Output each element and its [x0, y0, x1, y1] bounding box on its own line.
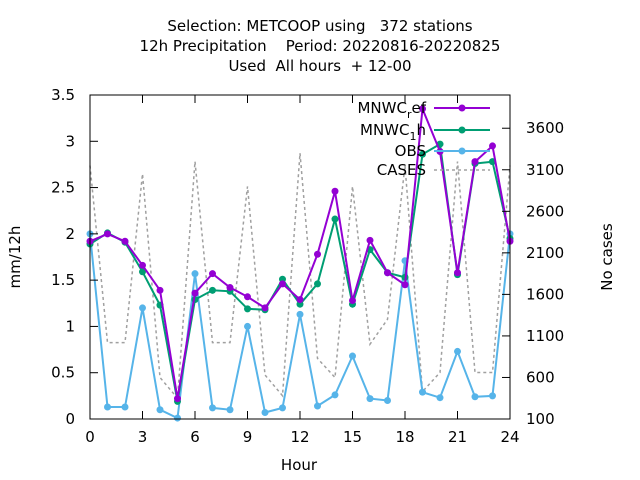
data-point-mnwc-ref: [174, 395, 181, 403]
y-tick-label: 3.5: [51, 86, 75, 104]
y-tick-label: 2: [65, 225, 75, 243]
data-point-obs: [191, 270, 199, 278]
x-tick-label: 12: [290, 428, 309, 446]
x-tick-label: 21: [448, 428, 467, 446]
legend-marker-mnwc-1h: [458, 126, 466, 134]
data-point-mnwc-ref: [366, 236, 374, 244]
data-point-obs: [121, 403, 129, 411]
data-point-mnwc-1h: [419, 150, 426, 158]
data-point-obs: [139, 304, 146, 312]
legend-label-mnwc-1h: MNWC1h: [360, 121, 426, 143]
y-tick-label: 0.5: [51, 364, 75, 382]
data-point-mnwc-ref: [489, 142, 496, 150]
y2-tick-label: 1100: [526, 327, 564, 345]
data-point-mnwc-ref: [121, 237, 129, 245]
legend-label-cases: CASES: [377, 161, 426, 179]
data-point-mnwc-1h: [244, 305, 251, 313]
chart-title-line-1: Selection: METCOOP using 372 stations: [167, 17, 473, 35]
data-point-mnwc-ref: [191, 289, 199, 297]
x-tick-label: 24: [500, 428, 519, 446]
y2-tick-label: 2100: [526, 244, 564, 262]
data-point-obs: [104, 403, 111, 411]
x-axis-label: Hour: [281, 456, 318, 474]
legend-label-mnwc-ref: MNWCref: [357, 99, 426, 121]
series-line-obs: [89, 233, 511, 420]
x-tick-label: 9: [243, 428, 253, 446]
data-point-mnwc-ref: [419, 105, 426, 113]
data-point-mnwc-1h: [331, 215, 339, 223]
y2-axis-label: No cases: [598, 223, 616, 291]
chart-title-line-3: Used All hours + 12-00: [228, 57, 412, 75]
y2-tick-label: 600: [526, 368, 555, 386]
data-point-mnwc-1h: [209, 286, 216, 294]
legend-label-obs: OBS: [395, 142, 426, 160]
x-tick-label: 6: [190, 428, 200, 446]
data-point-obs: [174, 414, 181, 422]
data-point-obs: [261, 409, 269, 417]
data-point-mnwc-ref: [296, 296, 304, 304]
data-point-mnwc-ref: [244, 293, 251, 301]
data-point-obs: [471, 393, 479, 401]
legend-marker-mnwc-ref: [458, 104, 466, 112]
data-point-obs: [209, 404, 216, 412]
data-point-mnwc-ref: [156, 286, 164, 294]
y-axis-label: mm/12h: [6, 226, 24, 289]
data-point-obs: [366, 395, 374, 403]
x-tick-label: 0: [85, 428, 95, 446]
y-tick-label: 1: [65, 317, 75, 335]
y-tick-label: 2.5: [51, 179, 75, 197]
data-point-mnwc-1h: [139, 268, 146, 276]
x-tick-label: 15: [343, 428, 362, 446]
data-point-obs: [489, 392, 496, 400]
x-tick-label: 3: [138, 428, 148, 446]
data-point-mnwc-ref: [349, 297, 356, 305]
data-point-mnwc-1h: [314, 280, 321, 288]
y2-tick-label: 3100: [526, 161, 564, 179]
series-line-cases: [89, 153, 511, 401]
data-point-mnwc-ref: [384, 269, 391, 277]
data-point-obs: [296, 310, 304, 318]
data-point-obs: [349, 352, 356, 360]
y-tick-label: 1.5: [51, 271, 75, 289]
data-point-mnwc-ref: [226, 284, 234, 292]
series-line-mnwc-1h: [89, 142, 511, 402]
x-tick-label: 18: [395, 428, 414, 446]
data-point-obs: [454, 347, 461, 355]
y2-tick-label: 3600: [526, 119, 564, 137]
y-tick-label: 0: [65, 410, 75, 428]
y2-tick-label: 100: [526, 410, 555, 428]
data-point-mnwc-ref: [209, 270, 216, 278]
data-point-obs: [384, 396, 391, 404]
data-point-mnwc-ref: [314, 250, 321, 258]
data-point-mnwc-ref: [104, 230, 111, 238]
series-line-mnwc-ref: [89, 108, 511, 399]
data-point-mnwc-ref: [261, 304, 269, 312]
data-point-mnwc-ref: [139, 261, 146, 269]
legend-marker-obs: [458, 147, 466, 155]
data-point-obs: [331, 391, 339, 399]
data-point-mnwc-ref: [331, 187, 339, 195]
data-point-obs: [156, 406, 164, 414]
data-point-obs: [244, 322, 251, 330]
data-point-mnwc-ref: [401, 281, 409, 289]
y-tick-label: 3: [65, 132, 75, 150]
data-point-mnwc-ref: [279, 280, 286, 288]
data-point-obs: [436, 394, 444, 402]
data-point-obs: [226, 406, 234, 414]
y2-tick-label: 2600: [526, 202, 564, 220]
data-point-obs: [314, 402, 321, 410]
chart-title-line-2: 12h Precipitation Period: 20220816-20220…: [139, 37, 501, 55]
data-point-mnwc-ref: [454, 269, 461, 277]
y2-tick-label: 1600: [526, 285, 564, 303]
data-point-obs: [279, 404, 286, 412]
data-point-obs: [419, 388, 426, 396]
data-point-mnwc-ref: [471, 158, 479, 166]
